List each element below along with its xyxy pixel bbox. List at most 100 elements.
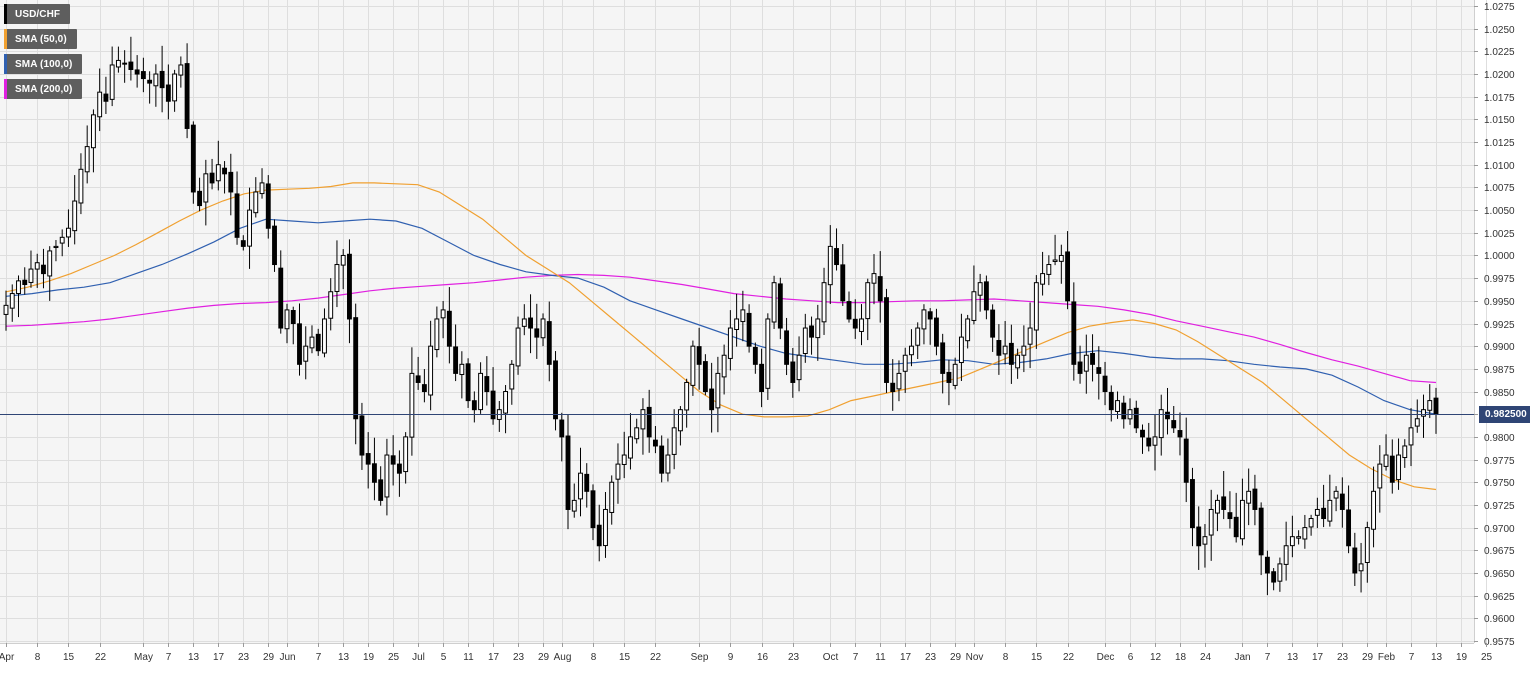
sma100-path — [5, 218, 1437, 415]
candle-body-up — [334, 264, 340, 292]
candle — [115, 46, 121, 73]
candle — [159, 45, 165, 113]
candle-body-up — [609, 481, 615, 513]
candle — [1358, 542, 1364, 593]
candle — [190, 121, 196, 204]
candle — [90, 109, 96, 173]
candle — [371, 437, 377, 501]
candle — [1196, 506, 1202, 570]
x-tick-label: Apr — [0, 652, 15, 663]
candle-body-down — [1339, 493, 1345, 510]
candle-body-down — [290, 310, 296, 324]
y-tick-label: 0.9700 — [1484, 524, 1515, 535]
candle — [378, 466, 384, 506]
candle — [140, 57, 146, 93]
candle — [209, 158, 215, 190]
candle-body-up — [340, 254, 346, 266]
x-tick-label: 13 — [1287, 652, 1299, 663]
candle — [1221, 470, 1227, 520]
candle — [596, 504, 602, 562]
candle — [153, 64, 159, 107]
candle — [790, 347, 796, 398]
candle-body-down — [1271, 571, 1277, 583]
candle-body-down — [1165, 411, 1170, 420]
candle — [1102, 361, 1108, 406]
candle-body-down — [1196, 526, 1202, 547]
candle-body-up — [896, 372, 902, 390]
candle-body-down — [1102, 375, 1108, 393]
candle-body-down — [1433, 397, 1439, 415]
candle — [890, 359, 896, 411]
candle — [478, 362, 484, 414]
candle-body-down — [359, 415, 365, 456]
candle — [696, 327, 702, 390]
candle — [365, 432, 371, 489]
candle — [1346, 485, 1352, 554]
candle — [746, 304, 752, 353]
y-axis: 1.0275 1.0250 1.0225 1.0200 1.0175 1.0150 1.01… — [1474, 2, 1515, 648]
x-tick-label: Oct — [823, 652, 839, 663]
candle-body-up — [153, 73, 159, 87]
candle-body-down — [1008, 342, 1014, 365]
legend-swatch-usdchf — [4, 4, 7, 24]
candle-body-up — [1314, 508, 1320, 516]
candle — [884, 288, 889, 393]
candle-body-up — [1277, 563, 1283, 582]
candle — [671, 409, 677, 470]
candle — [421, 369, 427, 403]
candle-body-up — [640, 409, 646, 430]
candle-body-down — [990, 309, 996, 338]
legend-sma100[interactable]: SMA (100,0) — [4, 54, 83, 74]
candle-body-down — [147, 79, 153, 84]
candle — [390, 435, 396, 486]
candle — [834, 228, 839, 271]
candle-body-up — [503, 391, 508, 414]
y-tick-label: 0.9925 — [1484, 320, 1515, 331]
candle-body-up — [1246, 490, 1252, 504]
candle-body-down — [234, 193, 240, 238]
candle-body-up — [634, 427, 640, 440]
candle-body-up — [715, 372, 721, 409]
candle-body-up — [796, 354, 802, 381]
legend-usdchf[interactable]: USD/CHF — [4, 4, 71, 24]
candle — [203, 159, 209, 226]
candle-body-down — [228, 171, 234, 193]
candle-body-down — [347, 253, 352, 320]
candle-body-down — [565, 435, 571, 510]
legend-sma50[interactable]: SMA (50,0) — [4, 29, 77, 49]
y-tick-label: 0.9625 — [1484, 592, 1515, 603]
candle-body-down — [1233, 516, 1239, 538]
x-tick-label: 11 — [463, 652, 474, 663]
candle-body-up — [1202, 536, 1208, 545]
candle-body-down — [934, 317, 939, 347]
candle-body-down — [1065, 251, 1071, 302]
candle-body-down — [752, 346, 758, 365]
candle — [59, 229, 65, 257]
candle-body-up — [727, 327, 733, 359]
candle — [915, 322, 921, 360]
candle-body-up — [965, 318, 971, 342]
candle-body-up — [3, 304, 9, 315]
candle — [1177, 412, 1183, 456]
candle-body-up — [684, 381, 690, 411]
candle-body-down — [996, 340, 1002, 356]
candle-body-down — [353, 317, 359, 420]
y-tick-label: 1.0125 — [1484, 138, 1515, 149]
candle-body-down — [396, 463, 402, 474]
legend-label-sma100: SMA (100,0) — [15, 58, 73, 70]
candle — [840, 244, 846, 306]
x-tick-label: Nov — [966, 652, 984, 663]
x-tick-label: Dec — [1097, 652, 1115, 663]
candle-body-up — [1427, 400, 1433, 411]
x-tick-label: 17 — [900, 652, 912, 663]
candle-body-down — [946, 371, 952, 383]
candle — [777, 277, 783, 340]
candle-body-down — [590, 490, 596, 529]
candle-body-up — [1158, 409, 1164, 439]
candle-body-up — [671, 427, 677, 455]
candle-body-down — [659, 445, 665, 474]
x-tick-label: 22 — [95, 652, 107, 663]
legend-sma200[interactable]: SMA (200,0) — [4, 79, 83, 99]
